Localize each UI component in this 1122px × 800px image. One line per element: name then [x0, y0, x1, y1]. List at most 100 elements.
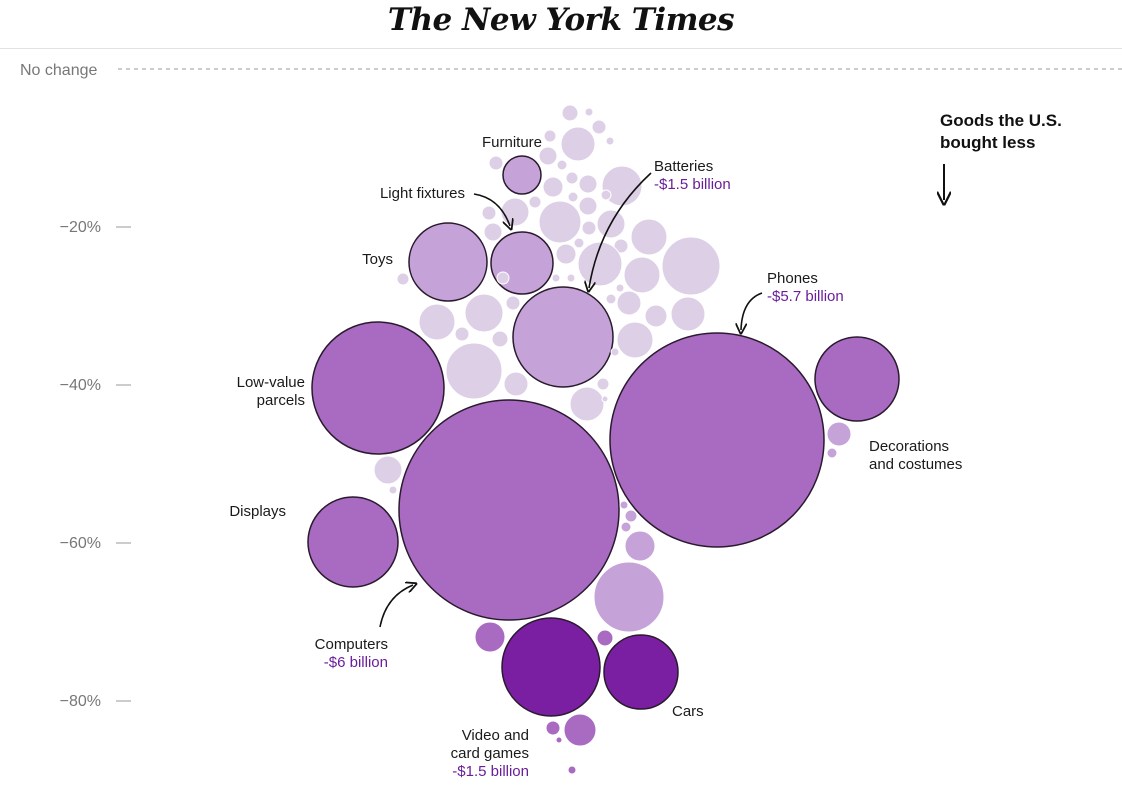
y-tick-label: No change [20, 62, 97, 79]
bubble-furniture[interactable] [502, 155, 542, 195]
bubble[interactable] [500, 197, 530, 227]
bubble[interactable] [578, 174, 598, 194]
bubble[interactable] [496, 271, 510, 285]
bubble[interactable] [616, 321, 654, 359]
bubble[interactable] [610, 347, 620, 357]
bubble-toys[interactable] [408, 222, 488, 302]
bubble[interactable] [396, 272, 410, 286]
bubble[interactable] [605, 136, 615, 146]
bubble[interactable] [624, 509, 638, 523]
bubble[interactable] [596, 377, 610, 391]
bubble-phones[interactable] [609, 332, 825, 548]
bubble-labels: Furniture Batteries -$1.5 billion Light … [229, 134, 962, 780]
label-video-games-1: Video and [462, 727, 529, 744]
bubble[interactable] [538, 146, 558, 166]
bubble[interactable] [418, 303, 456, 341]
bubble[interactable] [474, 621, 506, 653]
bubble[interactable] [591, 119, 607, 135]
bubble[interactable] [630, 218, 668, 256]
bubble[interactable] [567, 765, 577, 775]
bubble-batteries[interactable] [512, 286, 614, 388]
computers-arrow [379, 585, 413, 628]
bubble[interactable] [445, 342, 503, 400]
label-computers: Computers [315, 636, 388, 653]
bubble[interactable] [616, 290, 642, 316]
bubble-low-value-parcels[interactable] [311, 321, 445, 455]
bubble[interactable] [569, 386, 605, 422]
bubble[interactable] [503, 371, 529, 397]
note-line-2: bought less [940, 133, 1035, 152]
bubble[interactable] [561, 104, 579, 122]
value-computers: -$6 billion [324, 654, 388, 671]
bubble[interactable] [584, 107, 594, 117]
value-video-games: -$1.5 billion [452, 763, 529, 780]
bubble[interactable] [573, 237, 585, 249]
masthead: The New York Times [0, 0, 1122, 49]
bubble-cars[interactable] [603, 634, 679, 710]
bubble[interactable] [615, 283, 625, 293]
bubble[interactable] [600, 189, 612, 201]
bubble[interactable] [596, 629, 614, 647]
bubble[interactable] [601, 395, 609, 403]
bubble[interactable] [563, 713, 597, 747]
bubble[interactable] [556, 159, 568, 171]
bubble[interactable] [464, 293, 504, 333]
y-tick-label: −80% [60, 693, 101, 710]
direction-note: Goods the U.S. bought less [940, 111, 1062, 200]
bubble-light-fixtures[interactable] [490, 231, 554, 295]
label-low-value-parcels-2: parcels [257, 392, 305, 409]
bubble[interactable] [505, 295, 521, 311]
bubble[interactable] [566, 273, 576, 283]
bubble[interactable] [388, 485, 398, 495]
value-batteries: -$1.5 billion [654, 176, 731, 193]
bubble[interactable] [593, 561, 665, 633]
bubble[interactable] [826, 421, 852, 447]
bubble[interactable] [623, 256, 661, 294]
bubble[interactable] [577, 241, 623, 287]
bubble[interactable] [454, 326, 470, 342]
bubble-video-card-games[interactable] [501, 617, 601, 717]
bubble[interactable] [670, 296, 706, 332]
y-tick-label: −60% [60, 535, 101, 552]
label-decorations-1: Decorations [869, 438, 949, 455]
bubble[interactable] [491, 330, 509, 348]
bubble[interactable] [373, 455, 403, 485]
bubble[interactable] [488, 155, 504, 171]
bubble[interactable] [567, 191, 579, 203]
bubble[interactable] [661, 236, 721, 296]
y-tick-label: −40% [60, 377, 101, 394]
bubble[interactable] [542, 176, 564, 198]
bubble[interactable] [578, 196, 598, 216]
label-toys: Toys [362, 251, 393, 268]
bubble[interactable] [624, 530, 656, 562]
bubble[interactable] [555, 736, 563, 744]
y-axis: No change −20% −40% −60% −80% [20, 62, 1122, 710]
bubble[interactable] [644, 304, 668, 328]
value-phones: -$5.7 billion [767, 288, 844, 305]
phones-arrow [741, 292, 763, 330]
bubble-displays[interactable] [307, 496, 399, 588]
bubble[interactable] [565, 171, 579, 185]
bubble[interactable] [605, 293, 617, 305]
bubble-computers[interactable] [398, 399, 620, 621]
bubble[interactable] [620, 521, 632, 533]
label-cars: Cars [672, 703, 704, 720]
bubble[interactable] [555, 243, 577, 265]
note-line-1: Goods the U.S. [940, 111, 1062, 130]
bubble[interactable] [560, 126, 596, 162]
bubble[interactable] [619, 500, 629, 510]
bubble[interactable] [483, 222, 503, 242]
bubble[interactable] [528, 195, 542, 209]
bubble[interactable] [481, 205, 497, 221]
annotation-arrows [379, 172, 763, 628]
bubble[interactable] [551, 273, 561, 283]
bubble[interactable] [545, 720, 561, 736]
bubble[interactable] [538, 200, 582, 244]
bubble[interactable] [826, 447, 838, 459]
bubble[interactable] [581, 220, 597, 236]
bubble[interactable] [543, 129, 557, 143]
bubble-decorations-costumes[interactable] [814, 336, 900, 422]
nyt-logo[interactable]: The New York Times [387, 2, 735, 38]
bubble[interactable] [613, 238, 629, 254]
